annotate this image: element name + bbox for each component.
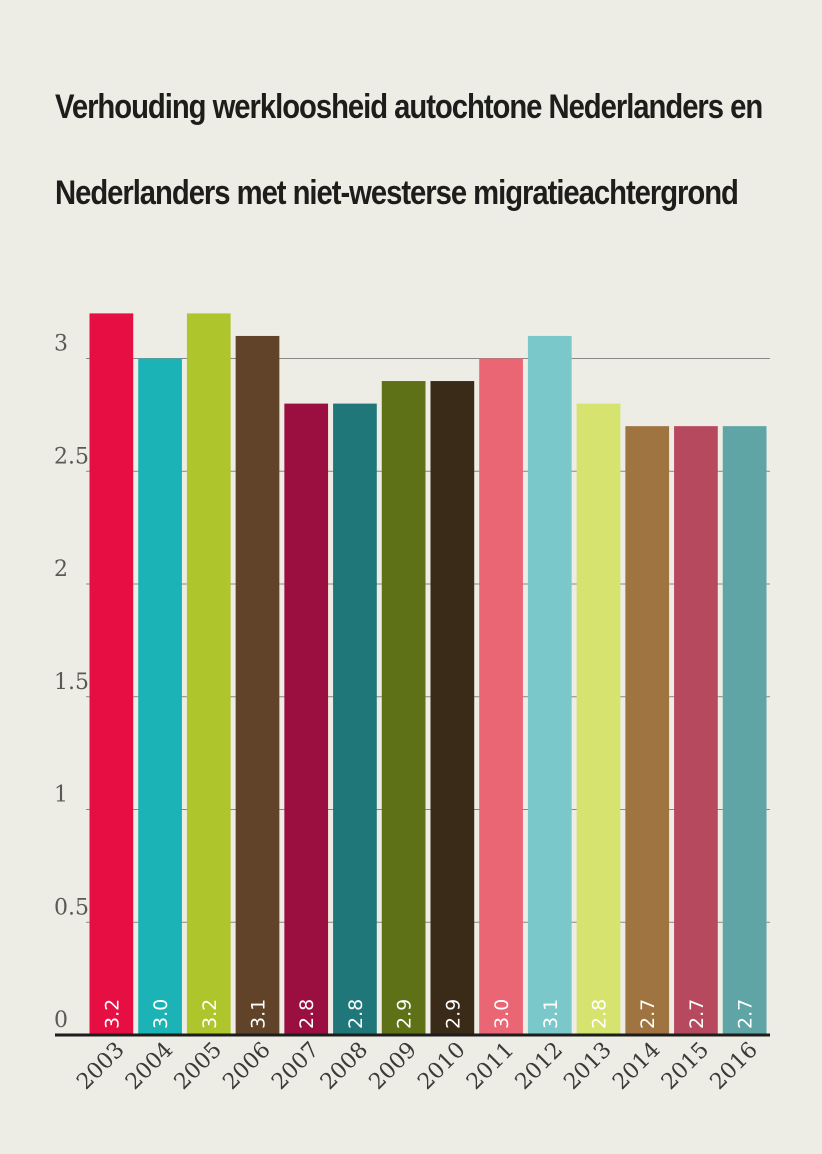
bar-2015: [674, 426, 718, 1035]
data-label: 2.7: [735, 999, 757, 1029]
x-tick-label: 2009: [365, 1038, 422, 1095]
x-axis-ticks: 2003200420052006200720082009201020112012…: [72, 1038, 763, 1095]
x-tick-label: 2004: [121, 1038, 178, 1095]
y-tick-label: 2: [54, 557, 68, 582]
data-label: 2.8: [589, 999, 611, 1029]
bar-2011: [479, 358, 523, 1035]
data-label: 3.1: [540, 999, 562, 1029]
data-label: 3.2: [101, 999, 123, 1029]
data-label: 2.7: [686, 999, 708, 1029]
chart-title: Verhouding werkloosheid autochtone Neder…: [55, 64, 763, 236]
x-tick-label: 2007: [267, 1038, 324, 1095]
data-label: 2.8: [296, 999, 318, 1029]
chart-title-line-2: Nederlanders met niet-westerse migratiea…: [55, 174, 739, 212]
bar-2006: [235, 335, 280, 1035]
data-labels: 3.2 3.0 3.2 3.1 2.8 2.8 2.9 2.9 3.0 3.1 2.8 2.7 2.7 2…: [101, 999, 756, 1029]
x-tick-label: 2006: [218, 1038, 275, 1095]
bar-2008: [333, 403, 377, 1036]
data-label: 3.0: [491, 999, 513, 1029]
bar-2004: [138, 358, 182, 1035]
bar-2014: [625, 426, 670, 1035]
bar-2009: [381, 381, 426, 1035]
data-label: 2.7: [637, 999, 659, 1029]
x-tick-label: 2011: [462, 1038, 519, 1095]
bar-2012: [527, 335, 572, 1035]
bar-2010: [430, 381, 475, 1035]
y-tick-label: 1.5: [54, 670, 89, 695]
x-tick-label: 2005: [170, 1038, 227, 1095]
x-tick-label: 2012: [511, 1038, 568, 1095]
y-tick-label: 2.5: [54, 444, 89, 469]
x-tick-label: 2010: [413, 1038, 470, 1095]
y-axis-ticks: 0 0.5 1 1.5 2 2.5 3: [54, 332, 89, 1034]
x-tick-label: 2013: [559, 1038, 616, 1095]
x-tick-label: 2016: [706, 1038, 763, 1095]
bar-2003: [89, 313, 134, 1035]
x-tick-label: 2014: [608, 1038, 665, 1095]
bar-2007: [284, 403, 329, 1036]
y-tick-label: 3: [54, 332, 68, 357]
y-tick-label: 1: [54, 783, 68, 808]
chart-title-line-1: Verhouding werkloosheid autochtone Neder…: [55, 88, 763, 126]
bar-2013: [576, 403, 621, 1036]
data-label: 2.8: [345, 999, 367, 1029]
y-tick-label: 0.5: [54, 895, 89, 920]
x-tick-label: 2008: [316, 1038, 373, 1095]
data-label: 2.9: [442, 999, 464, 1029]
data-label: 3.0: [150, 999, 172, 1029]
data-label: 3.1: [248, 999, 270, 1029]
data-label: 2.9: [394, 999, 416, 1029]
bars: [89, 313, 767, 1036]
x-tick-label: 2003: [72, 1038, 129, 1095]
y-tick-label: 0: [54, 1008, 68, 1033]
data-label: 3.2: [199, 999, 221, 1029]
bar-2016: [722, 426, 767, 1035]
x-tick-label: 2015: [657, 1038, 714, 1095]
bar-2005: [186, 313, 231, 1035]
